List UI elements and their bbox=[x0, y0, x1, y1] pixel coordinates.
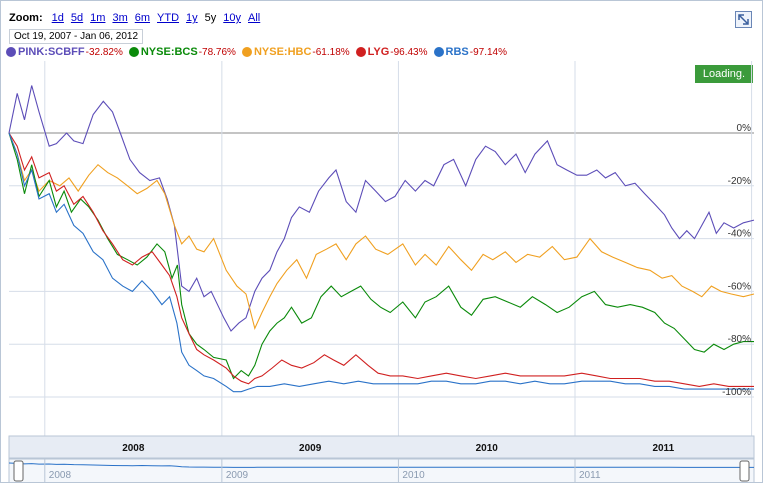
series-layer bbox=[8, 85, 755, 393]
y-tick-label: -40% bbox=[728, 229, 751, 240]
series-color-dot-icon bbox=[128, 47, 139, 57]
legend-symbol: NYSE:BCS bbox=[140, 46, 198, 58]
navigator-tick-label: 2011 bbox=[579, 470, 601, 481]
navigator-tick-label: 2008 bbox=[49, 470, 72, 481]
zoom-option-5y: 5y bbox=[204, 12, 217, 24]
series-line-rbs bbox=[8, 132, 754, 393]
date-range-start: Oct 19, 2007 bbox=[14, 31, 72, 42]
date-range-readout: Oct 19, 2007 - Jan 06, 2012 bbox=[9, 29, 143, 44]
series-line-nyse-bcs bbox=[8, 132, 754, 380]
date-range-separator: - bbox=[74, 31, 78, 42]
navigator-tick-label: 2009 bbox=[226, 470, 249, 481]
date-range-end: Jan 06, 2012 bbox=[80, 31, 138, 42]
legend-item[interactable]: NYSE:BCS -78.76% bbox=[128, 46, 236, 58]
x-tick-label: 2008 bbox=[122, 443, 145, 454]
y-tick-label: -100% bbox=[722, 387, 751, 398]
x-tick-label: 2011 bbox=[652, 443, 674, 454]
zoom-option-1y[interactable]: 1y bbox=[186, 12, 198, 24]
zoom-option-3m[interactable]: 3m bbox=[112, 12, 128, 24]
zoom-option-5d[interactable]: 5d bbox=[70, 12, 84, 24]
zoom-option-1m[interactable]: 1m bbox=[90, 12, 106, 24]
navigator-layer: 2008 2009 2010 2011 bbox=[8, 459, 754, 482]
y-tick-label: -60% bbox=[728, 281, 751, 292]
navigator-tick-label: 2010 bbox=[402, 470, 425, 481]
y-tick-label: -80% bbox=[728, 334, 751, 345]
legend-item[interactable]: RBS -97.14% bbox=[433, 46, 507, 58]
y-axis-labels: 0% -20% -40% -60% -80% -100% bbox=[722, 123, 751, 398]
zoom-option-ytd[interactable]: YTD bbox=[157, 12, 180, 24]
x-tick-label: 2009 bbox=[299, 443, 322, 454]
series-line-nyse-hbc bbox=[8, 132, 755, 331]
navigator-series-line bbox=[8, 462, 754, 468]
x-axis-band bbox=[8, 435, 755, 459]
grid-layer bbox=[9, 61, 754, 458]
series-color-dot-icon bbox=[433, 47, 444, 57]
series-color-dot-icon bbox=[241, 47, 252, 57]
fullscreen-button[interactable] bbox=[735, 11, 752, 28]
zoom-title: Zoom: bbox=[9, 12, 43, 24]
legend-change: -96.43% bbox=[390, 46, 428, 58]
expand-arrows-icon bbox=[738, 14, 749, 25]
zoom-option-10y[interactable]: 10y bbox=[223, 12, 242, 24]
y-tick-label: -20% bbox=[728, 176, 751, 187]
zoom-option-6m[interactable]: 6m bbox=[134, 12, 151, 24]
zoom-bar: Zoom: 1d 5d 1m 3m 6m YTD 1y 5y 10y All bbox=[9, 12, 267, 26]
loading-status-badge: Loading. bbox=[695, 65, 753, 83]
navigator-left-handle[interactable] bbox=[13, 460, 24, 482]
legend-item[interactable]: NYSE:HBC -61.18% bbox=[241, 46, 350, 58]
legend-change: -61.18% bbox=[312, 46, 350, 58]
legend-change: -32.82% bbox=[85, 46, 123, 58]
zoom-option-all[interactable]: All bbox=[248, 12, 261, 24]
legend-item[interactable]: PINK:SCBFF -32.82% bbox=[6, 46, 123, 58]
series-color-dot-icon bbox=[355, 47, 366, 57]
y-tick-label: 0% bbox=[737, 123, 752, 134]
legend-item[interactable]: LYG -96.43% bbox=[355, 46, 428, 58]
legend-change: -97.14% bbox=[469, 46, 507, 58]
legend-symbol: RBS bbox=[445, 46, 469, 58]
chart-legend: PINK:SCBFF -32.82% NYSE:BCS -78.76% NYSE:HBC… bbox=[6, 46, 513, 60]
x-tick-label: 2010 bbox=[476, 443, 499, 454]
legend-change: -78.76% bbox=[198, 46, 236, 58]
navigator-right-handle[interactable] bbox=[739, 460, 750, 482]
legend-symbol: NYSE:HBC bbox=[253, 46, 312, 58]
series-line-pink-scbff bbox=[8, 85, 755, 332]
legend-symbol: LYG bbox=[367, 46, 390, 58]
x-axis-labels: 2008 2009 2010 2011 bbox=[122, 443, 674, 454]
navigator-track[interactable] bbox=[8, 458, 755, 483]
zoom-option-1d[interactable]: 1d bbox=[51, 12, 64, 24]
series-line-lyg bbox=[8, 132, 754, 387]
legend-symbol: PINK:SCBFF bbox=[18, 46, 85, 58]
series-color-dot-icon bbox=[6, 47, 16, 57]
